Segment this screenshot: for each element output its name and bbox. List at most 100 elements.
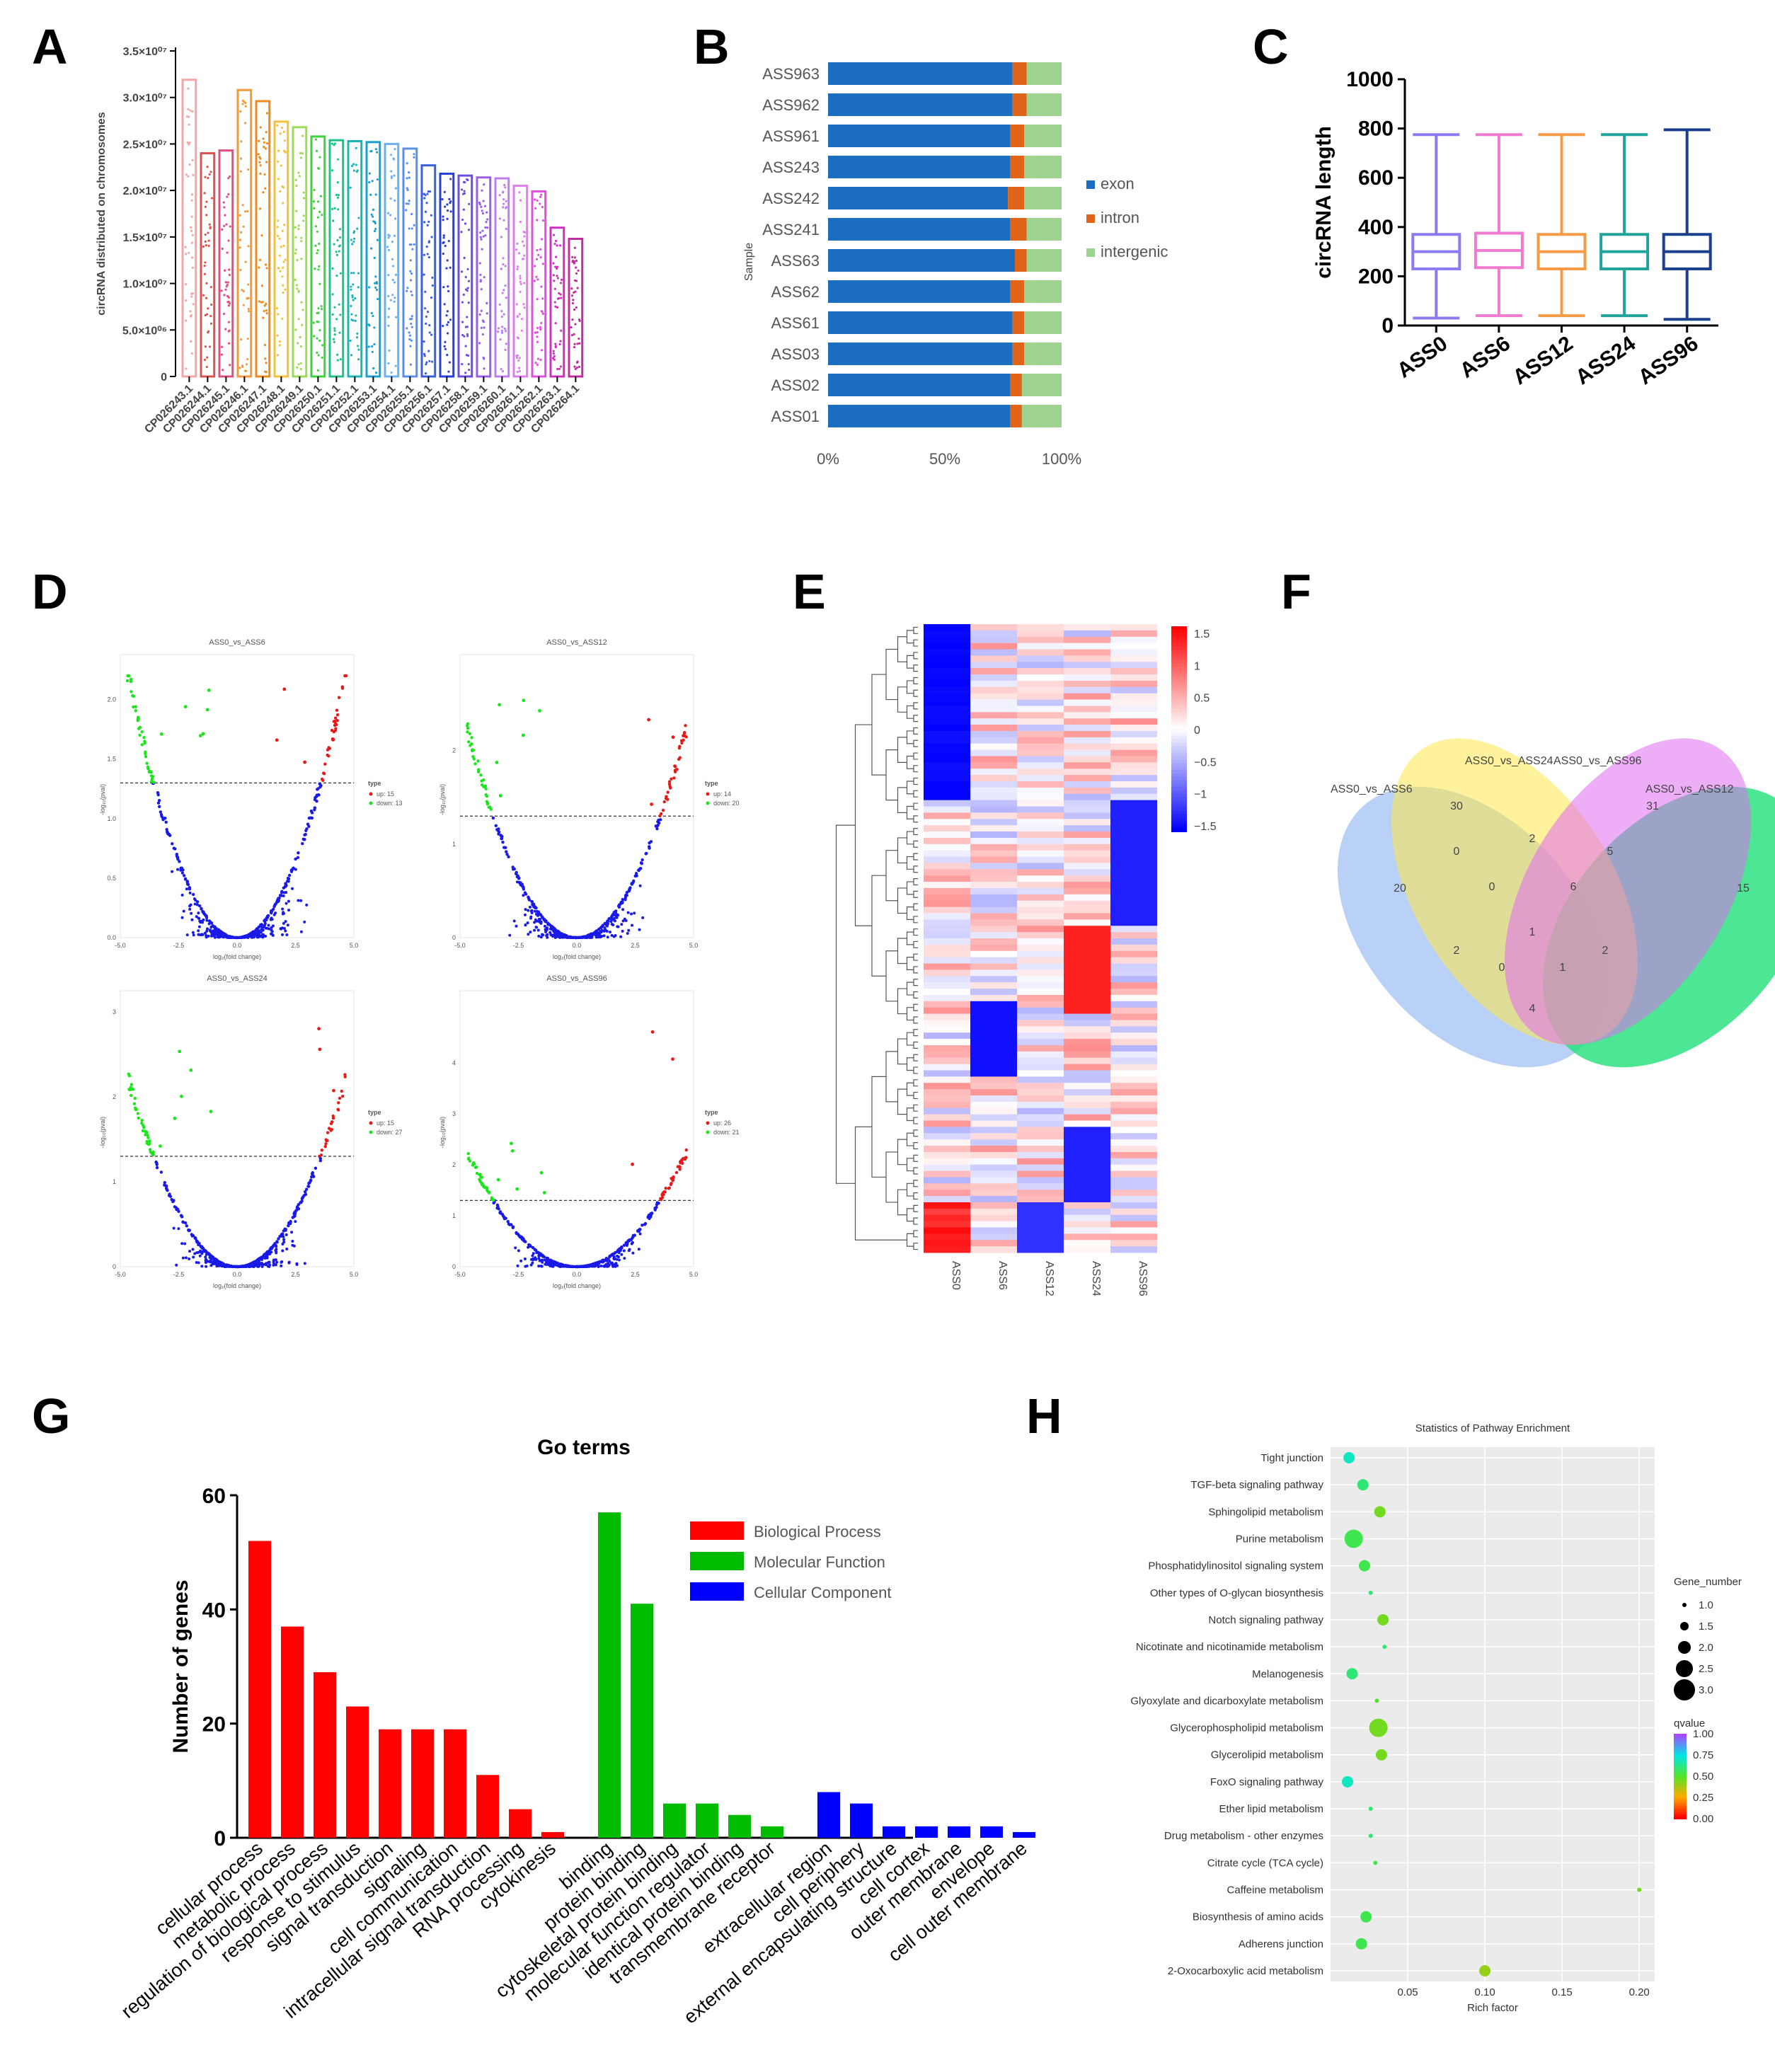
- data-point: [356, 332, 359, 335]
- color-legend-gradient-step: [1674, 1744, 1687, 1747]
- data-point: [336, 196, 340, 199]
- data-point: [265, 267, 268, 270]
- volcano-point: [280, 894, 283, 897]
- volcano-point: [661, 808, 665, 812]
- heatmap-cell: [970, 624, 1017, 631]
- heatmap-cell: [970, 1164, 1017, 1172]
- y-tick-label: 3.5×10⁰⁷: [123, 46, 167, 58]
- data-point: [447, 370, 450, 373]
- volcano-point: [622, 1249, 626, 1253]
- data-point: [208, 223, 211, 226]
- heatmap-cell: [1017, 1051, 1064, 1059]
- volcano-point: [149, 770, 152, 774]
- y-tick-label: 0: [452, 934, 456, 941]
- data-point: [504, 330, 507, 333]
- volcano-point: [599, 1260, 602, 1264]
- color-legend-gradient-step: [1674, 1808, 1687, 1811]
- data-point: [222, 369, 224, 372]
- data-point: [352, 169, 355, 172]
- legend-label: Biological Process: [754, 1523, 881, 1541]
- go-bar: [598, 1512, 621, 1838]
- data-point: [258, 258, 262, 261]
- volcano-point: [200, 1265, 204, 1268]
- heatmap-cell: [1110, 756, 1157, 763]
- data-point: [302, 191, 305, 194]
- volcano-point: [193, 1236, 197, 1240]
- data-point: [426, 192, 429, 195]
- data-point: [426, 224, 429, 226]
- volcano-point: [534, 1257, 538, 1261]
- volcano-point: [243, 936, 246, 939]
- y-axis-title: circRNA distributed on chromosomes: [96, 112, 108, 316]
- volcano-point: [285, 902, 288, 905]
- data-point: [371, 180, 374, 183]
- volcano-point: [297, 899, 300, 902]
- volcano-point: [294, 1220, 297, 1224]
- data-point: [523, 231, 527, 234]
- heatmap-cell: [970, 875, 1017, 882]
- data-point: [357, 286, 360, 289]
- heatmap-cell: [970, 662, 1017, 669]
- heatmap-cell: [1110, 1208, 1157, 1216]
- data-point: [519, 221, 522, 224]
- heatmap-cell: [970, 938, 1017, 945]
- data-point: [483, 205, 487, 207]
- data-point: [425, 202, 428, 205]
- data-point: [299, 367, 302, 371]
- color-legend-gradient-step: [1674, 1734, 1687, 1737]
- data-point: [277, 219, 280, 222]
- heatmap-cell: [1064, 706, 1110, 713]
- data-point: [461, 362, 464, 366]
- heatmap-cell: [924, 989, 970, 996]
- heatmap-cell: [1017, 636, 1064, 644]
- scale-gradient-step: [1171, 773, 1187, 778]
- enrichment-point: [1344, 1529, 1363, 1548]
- volcano-point: [637, 1248, 641, 1251]
- volcano-point: [186, 882, 190, 887]
- volcano-point: [157, 805, 161, 809]
- data-point: [190, 241, 193, 244]
- volcano-point: [180, 871, 185, 875]
- volcano-point: [287, 909, 291, 912]
- stacked-segment-exon: [828, 374, 1011, 396]
- heatmap-cell: [924, 800, 970, 807]
- heatmap-cell: [970, 743, 1017, 751]
- volcano-point: [625, 890, 629, 894]
- heatmap-cell: [1017, 781, 1064, 788]
- volcano-point: [473, 1166, 478, 1169]
- volcano-point: [197, 1243, 200, 1246]
- volcano-point-down: [498, 703, 502, 707]
- volcano-point: [265, 1255, 269, 1259]
- scale-gradient-step: [1171, 711, 1187, 716]
- data-point: [229, 364, 231, 367]
- size-legend-label: 3.0: [1699, 1684, 1713, 1696]
- heatmap-cell: [924, 775, 970, 782]
- volcano-point-down: [495, 761, 499, 764]
- volcano-point: [597, 933, 600, 936]
- volcano-point: [185, 1224, 189, 1228]
- heatmap-cell: [1017, 1177, 1064, 1184]
- data-point: [461, 218, 464, 221]
- legend-label-exon: exon: [1101, 175, 1134, 192]
- heatmap-cell: [924, 662, 970, 669]
- data-point: [225, 285, 228, 288]
- volcano-point: [285, 891, 288, 894]
- panel-label-d: D: [32, 564, 68, 619]
- heatmap-cell: [1064, 1208, 1110, 1216]
- heatmap-cell: [970, 737, 1017, 744]
- data-point: [207, 244, 210, 248]
- heatmap-cell: [1017, 812, 1064, 819]
- volcano-point: [145, 761, 149, 765]
- volcano-point-down: [515, 1187, 519, 1191]
- volcano-point: [534, 918, 537, 921]
- enrichment-point: [1368, 1834, 1373, 1838]
- column-label: ASS12: [1043, 1261, 1055, 1296]
- volcano-point: [175, 1263, 178, 1267]
- venn-region-count: 6: [1570, 881, 1577, 893]
- data-point: [295, 184, 298, 188]
- data-point: [300, 240, 303, 243]
- data-point: [239, 268, 242, 272]
- volcano-point: [304, 1187, 309, 1191]
- volcano-point: [578, 1265, 581, 1268]
- data-point: [392, 158, 396, 161]
